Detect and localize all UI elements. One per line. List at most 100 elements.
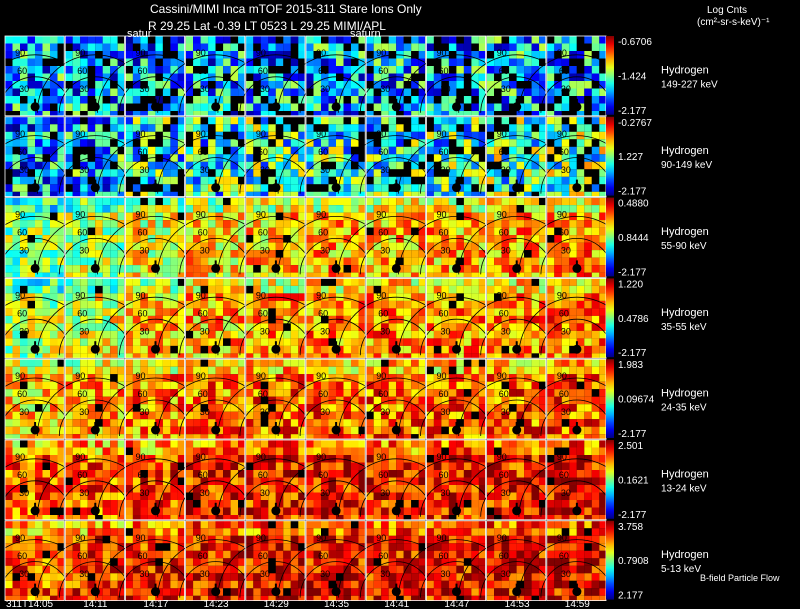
x-tick-label: 14:11	[83, 599, 108, 609]
ring-label: 30	[441, 326, 451, 336]
heatmap-cell: 90 60 30	[398, 35, 515, 117]
ring-label: 90	[497, 210, 507, 220]
ring-label: 30	[561, 569, 571, 579]
ring-label: 60	[258, 308, 268, 318]
ring-label: 60	[318, 470, 328, 480]
ring-label: 90	[557, 48, 567, 58]
ring-label: 90	[75, 48, 85, 58]
ring-label: 90	[256, 48, 266, 58]
ring-label: 60	[559, 308, 569, 318]
ring-label: 60	[138, 470, 148, 480]
ring-label: 60	[559, 551, 569, 561]
x-tick-label: 14:17	[143, 599, 168, 609]
ring-label: 90	[316, 533, 326, 543]
colorbar-tick-label: 2.501	[618, 441, 643, 452]
ring-label: 90	[75, 210, 85, 220]
bfield-label: B-field Particle Flow	[700, 573, 780, 583]
ring-label: 90	[256, 290, 266, 300]
heatmap-cell: 90 60 30	[36, 277, 154, 359]
ring-label: 90	[196, 290, 206, 300]
ring-label: 90	[557, 533, 567, 543]
species-label: Hydrogen	[661, 145, 709, 157]
ring-label: 90	[196, 452, 206, 462]
ring-label: 60	[559, 66, 569, 76]
ring-label: 90	[376, 290, 386, 300]
heatmap-cell: 90 60 30	[337, 439, 455, 521]
ring-label: 90	[75, 452, 85, 462]
colorbar-tick-label: -0.2767	[618, 118, 652, 129]
saturn-label: satur	[127, 28, 152, 40]
ring-label: 60	[198, 470, 208, 480]
heatmap-cell: 90 60 30	[36, 35, 154, 117]
ring-label: 90	[316, 129, 326, 139]
colorbar-tick-label: -2.177	[618, 106, 647, 117]
ring-label: 60	[138, 147, 148, 157]
ring-label: 90	[497, 371, 507, 381]
plot-title: Cassini/MIMI Inca mTOF 2015-311 Stare Io…	[150, 2, 422, 16]
ring-label: 30	[140, 84, 150, 94]
heatmap-cell: 90 60 30	[398, 439, 515, 521]
ring-label: 30	[140, 246, 150, 256]
x-tick-label: 14:41	[384, 599, 409, 609]
ring-label: 60	[318, 389, 328, 399]
ring-label: 60	[17, 551, 27, 561]
ring-label: 60	[258, 389, 268, 399]
heatmap-cell: 90 60 30	[157, 520, 275, 601]
ring-label: 60	[17, 228, 27, 238]
colorbar-tick-label: 0.1621	[618, 475, 649, 486]
ring-label: 30	[501, 246, 511, 256]
ring-label: 90	[376, 48, 386, 58]
heatmap-cell: 90 60 30	[0, 520, 94, 601]
colorbar-tick-label: 2.177	[618, 591, 643, 602]
colorbar-tick-label: -2.177	[618, 429, 647, 440]
x-tick-label: 14:47	[444, 599, 469, 609]
ring-label: 90	[316, 290, 326, 300]
ring-label: 60	[318, 551, 328, 561]
ring-label: 60	[378, 66, 388, 76]
ring-label: 30	[320, 488, 330, 498]
ring-label: 30	[561, 326, 571, 336]
species-label: Hydrogen	[661, 549, 709, 561]
ring-label: 90	[75, 371, 85, 381]
colorbar	[606, 197, 614, 277]
ring-label: 90	[15, 210, 25, 220]
ring-label: 60	[17, 308, 27, 318]
ring-label: 30	[561, 84, 571, 94]
heatmap-cell: 90 60 30	[217, 358, 335, 440]
ring-label: 30	[200, 569, 210, 579]
heatmap-cell: 90 60 30	[0, 35, 94, 117]
ring-label: 60	[198, 308, 208, 318]
ring-label: 90	[316, 210, 326, 220]
colorbar	[606, 36, 614, 115]
energy-label: 35-55 keV	[661, 322, 707, 333]
ring-label: 60	[378, 551, 388, 561]
ring-label: 30	[79, 84, 89, 94]
ring-label: 30	[79, 569, 89, 579]
ring-label: 90	[196, 129, 206, 139]
ring-label: 60	[258, 228, 268, 238]
heatmap-cell: 90 60 30	[398, 358, 515, 440]
ring-label: 30	[200, 326, 210, 336]
ring-label: 30	[260, 407, 270, 417]
ring-label: 30	[380, 246, 390, 256]
ring-label: 90	[136, 129, 146, 139]
ring-label: 90	[136, 290, 146, 300]
colorbar-tick-label: 3.758	[618, 522, 643, 533]
ring-label: 60	[499, 66, 509, 76]
heatmap-cell: 90 60 30	[0, 116, 94, 198]
heatmap-cell: 90 60 30	[36, 358, 154, 440]
ring-label: 30	[380, 165, 390, 175]
heatmap-cell: 90 60 30	[157, 197, 275, 278]
ring-label: 30	[260, 569, 270, 579]
ring-label: 60	[258, 147, 268, 157]
energy-label: 5-13 keV	[661, 564, 701, 575]
heatmap-cell: 90 60 30	[518, 277, 636, 359]
ring-label: 30	[380, 407, 390, 417]
ring-label: 60	[318, 66, 328, 76]
ring-label: 60	[258, 551, 268, 561]
ring-label: 60	[77, 228, 87, 238]
ring-label: 30	[441, 246, 451, 256]
ring-label: 30	[140, 488, 150, 498]
colorbar	[606, 278, 614, 358]
heatmap-cell: 90 60 30	[97, 35, 214, 117]
